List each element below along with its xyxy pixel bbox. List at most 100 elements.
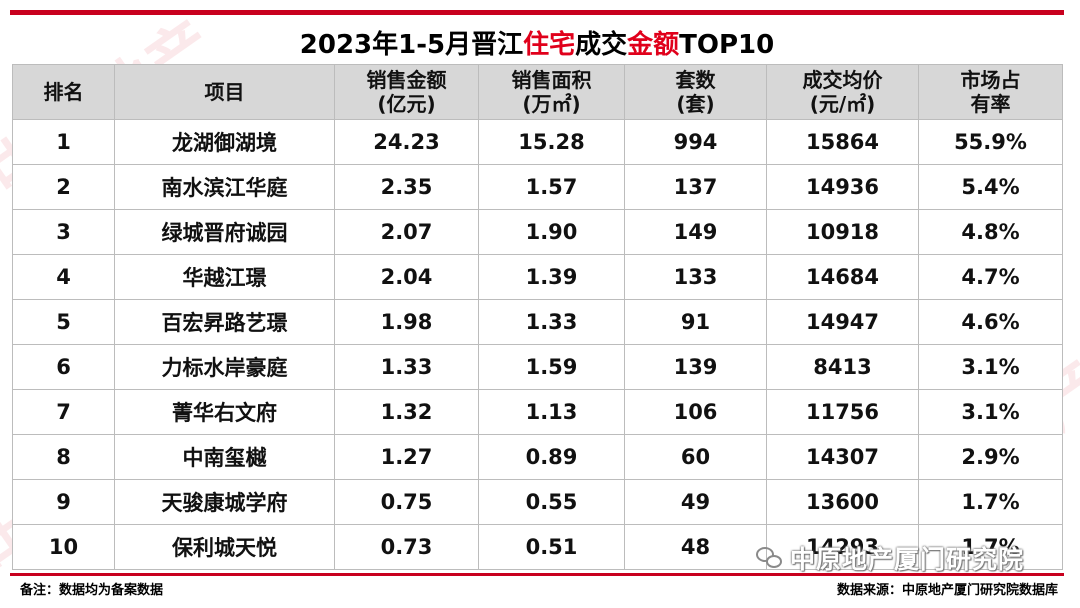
table-cell-rank: 4 <box>12 254 115 300</box>
table-cell-market-share: 55.9% <box>918 119 1063 165</box>
table-row: 3 绿城晋府诚园 2.07 1.90 149 10918 4.8% <box>12 209 1063 255</box>
table-cell-avg-price: 11756 <box>766 389 919 435</box>
column-header-label: 销售面积 <box>511 68 592 92</box>
table-cell-avg-price: 10918 <box>766 209 919 255</box>
table-cell-sales-area: 0.51 <box>478 524 625 570</box>
wechat-icon <box>756 547 782 569</box>
table-body: 1 龙湖御湖境 24.23 15.28 994 15864 55.9% 2 南水滨江华庭 2.35… <box>12 119 1063 570</box>
table-cell-rank: 7 <box>12 389 115 435</box>
table-cell-market-share: 1.7% <box>918 479 1063 525</box>
table-cell-project: 中南玺樾 <box>114 434 335 480</box>
table-cell-sales-amount: 1.27 <box>334 434 479 480</box>
table-cell-units: 994 <box>624 119 767 165</box>
table-cell-rank: 8 <box>12 434 115 480</box>
table-row: 7 菁华右文府 1.32 1.13 106 11756 3.1% <box>12 389 1063 435</box>
column-header-unit: (元/㎡) <box>809 92 876 116</box>
bottom-accent-bar <box>10 573 1064 576</box>
table-cell-sales-area: 1.57 <box>478 164 625 210</box>
table-cell-project: 力标水岸豪庭 <box>114 344 335 390</box>
column-header-project: 项目 <box>114 64 335 120</box>
table-cell-market-share: 4.6% <box>918 299 1063 345</box>
table-cell-market-share: 1.7% <box>918 524 1063 570</box>
table-cell-market-share: 3.1% <box>918 344 1063 390</box>
footnote-note: 备注：数据均为备案数据 <box>20 583 164 598</box>
table-cell-market-share: 4.8% <box>918 209 1063 255</box>
column-header-rank: 排名 <box>12 64 115 120</box>
table-header-row: 排名 项目 销售金额 (亿元) 销售面积 (万㎡) 套数 (套) 成交均价 (元/㎡) 市场占 有率 <box>12 64 1063 120</box>
table-row: 5 百宏昇路艺璟 1.98 1.33 91 14947 4.6% <box>12 299 1063 345</box>
column-header-unit: (亿元) <box>377 92 436 116</box>
table-cell-project: 华越江璟 <box>114 254 335 300</box>
table-row: 6 力标水岸豪庭 1.33 1.59 139 8413 3.1% <box>12 344 1063 390</box>
column-header-market-share: 市场占 有率 <box>918 64 1063 120</box>
table-cell-units: 133 <box>624 254 767 300</box>
table-row: 9 天骏康城学府 0.75 0.55 49 13600 1.7% <box>12 479 1063 525</box>
table-cell-rank: 6 <box>12 344 115 390</box>
table-cell-units: 106 <box>624 389 767 435</box>
table-cell-sales-area: 1.33 <box>478 299 625 345</box>
table-cell-avg-price: 14947 <box>766 299 919 345</box>
wechat-account-name: 中原地产厦门研究院 <box>790 545 1025 574</box>
table-row: 4 华越江璟 2.04 1.39 133 14684 4.7% <box>12 254 1063 300</box>
table-cell-sales-amount: 2.07 <box>334 209 479 255</box>
table-cell-project: 绿城晋府诚园 <box>114 209 335 255</box>
column-header-avg-price: 成交均价 (元/㎡) <box>766 64 919 120</box>
table-cell-sales-area: 1.90 <box>478 209 625 255</box>
table-cell-project: 天骏康城学府 <box>114 479 335 525</box>
table-cell-sales-amount: 24.23 <box>334 119 479 165</box>
table-cell-sales-amount: 1.98 <box>334 299 479 345</box>
page-title: 2023年1-5月晋江住宅成交金额TOP10 <box>299 30 775 60</box>
table-cell-market-share: 3.1% <box>918 389 1063 435</box>
table-cell-sales-amount: 0.75 <box>334 479 479 525</box>
column-header-units: 套数 (套) <box>624 64 767 120</box>
table-cell-units: 48 <box>624 524 767 570</box>
column-header-label: 成交均价 <box>802 68 883 92</box>
column-header-sales-amount: 销售金额 (亿元) <box>334 64 479 120</box>
table-cell-avg-price: 8413 <box>766 344 919 390</box>
table-row: 1 龙湖御湖境 24.23 15.28 994 15864 55.9% <box>12 119 1063 165</box>
table-cell-units: 60 <box>624 434 767 480</box>
table-cell-rank: 2 <box>12 164 115 210</box>
table-row: 2 南水滨江华庭 2.35 1.57 137 14936 5.4% <box>12 164 1063 210</box>
table-cell-units: 49 <box>624 479 767 525</box>
table-cell-sales-area: 1.59 <box>478 344 625 390</box>
table-cell-sales-area: 1.39 <box>478 254 625 300</box>
table-cell-rank: 9 <box>12 479 115 525</box>
table-cell-sales-amount: 1.33 <box>334 344 479 390</box>
table-cell-sales-area: 15.28 <box>478 119 625 165</box>
column-header-label: 套数 <box>675 68 716 92</box>
table-cell-avg-price: 13600 <box>766 479 919 525</box>
table-cell-rank: 3 <box>12 209 115 255</box>
ranking-table: 排名 项目 销售金额 (亿元) 销售面积 (万㎡) 套数 (套) 成交均价 (元/㎡) 市场占 有率 … <box>12 64 1063 570</box>
table-cell-rank: 10 <box>12 524 115 570</box>
table-cell-project: 龙湖御湖境 <box>114 119 335 165</box>
table-cell-sales-area: 0.89 <box>478 434 625 480</box>
column-header-label: 销售金额 <box>366 68 447 92</box>
column-header-label: 排名 <box>43 80 84 104</box>
table-row: 10 保利城天悦 0.73 0.51 48 14293 1.7% <box>12 524 1063 570</box>
column-header-unit: (万㎡) <box>522 92 581 116</box>
footnote-source: 数据来源：中原地产厦门研究院数据库 <box>836 583 1058 598</box>
table-cell-units: 91 <box>624 299 767 345</box>
column-header-label: 市场占 <box>960 68 1021 92</box>
table-cell-avg-price: 14293 <box>766 524 919 570</box>
table-cell-avg-price: 14936 <box>766 164 919 210</box>
table-cell-avg-price: 15864 <box>766 119 919 165</box>
column-header-unit: 有率 <box>970 92 1011 116</box>
table-cell-project: 保利城天悦 <box>114 524 335 570</box>
column-header-label: 项目 <box>204 80 245 104</box>
table-cell-units: 149 <box>624 209 767 255</box>
table-cell-market-share: 2.9% <box>918 434 1063 480</box>
column-header-unit: (套) <box>676 92 715 116</box>
table-cell-market-share: 4.7% <box>918 254 1063 300</box>
table-cell-market-share: 5.4% <box>918 164 1063 210</box>
table-cell-project: 南水滨江华庭 <box>114 164 335 210</box>
table-cell-rank: 5 <box>12 299 115 345</box>
table-cell-rank: 1 <box>12 119 115 165</box>
table-cell-sales-area: 0.55 <box>478 479 625 525</box>
wechat-watermark: 中原地产厦门研究院 <box>756 540 1024 576</box>
table-cell-avg-price: 14684 <box>766 254 919 300</box>
table-cell-project: 百宏昇路艺璟 <box>114 299 335 345</box>
table-cell-project: 菁华右文府 <box>114 389 335 435</box>
table-cell-sales-amount: 2.35 <box>334 164 479 210</box>
